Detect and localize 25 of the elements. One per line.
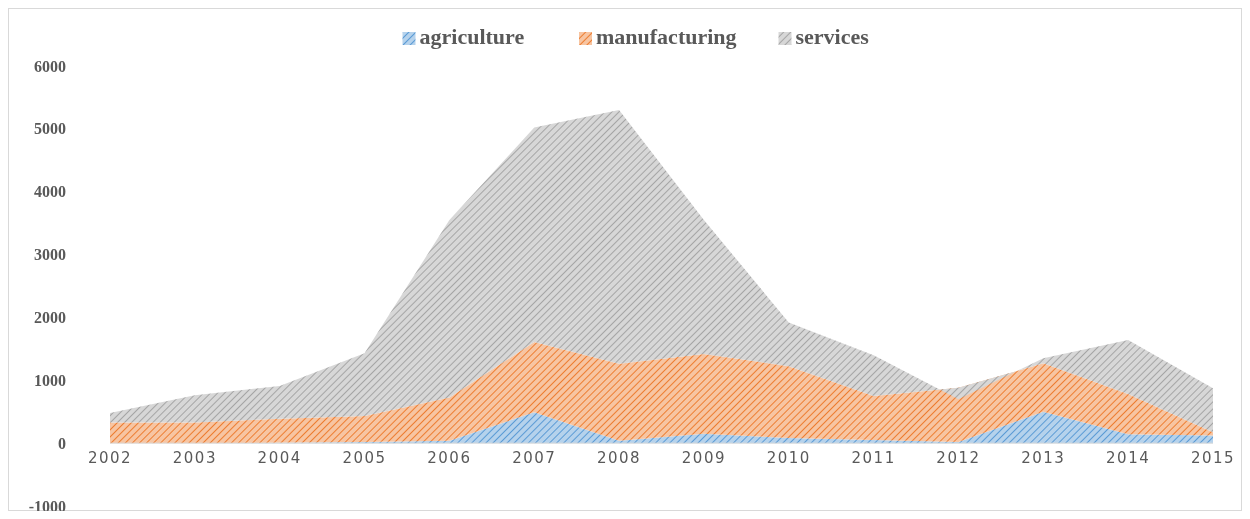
x-tick-label: 2013 bbox=[1021, 449, 1066, 468]
legend-label: services bbox=[795, 24, 870, 49]
y-tick-label: 1000 bbox=[34, 371, 66, 389]
x-tick-label: 2010 bbox=[766, 449, 811, 468]
y-tick-label: 4000 bbox=[34, 183, 66, 201]
x-tick-label: 2006 bbox=[427, 449, 472, 468]
y-tick-label: 5000 bbox=[34, 120, 66, 138]
x-tick-label: 2015 bbox=[1190, 449, 1236, 468]
y-tick-label: 6000 bbox=[34, 57, 66, 75]
x-tick-label: 2014 bbox=[1106, 449, 1151, 468]
y-tick-label: 2000 bbox=[34, 309, 66, 327]
y-tick-label: -1000 bbox=[28, 497, 66, 515]
x-tick-label: 2008 bbox=[596, 449, 642, 468]
y-tick-label: 3000 bbox=[34, 246, 66, 264]
x-tick-label: 2005 bbox=[342, 449, 387, 468]
x-tick-label: 2011 bbox=[851, 449, 896, 468]
x-tick-label: 2002 bbox=[87, 449, 133, 468]
x-tick-label: 2003 bbox=[172, 449, 217, 468]
x-tick-label: 2007 bbox=[512, 449, 557, 468]
y-tick-label: 0 bbox=[58, 434, 66, 452]
legend-label: agriculture bbox=[419, 24, 525, 49]
x-tick-label: 2009 bbox=[681, 449, 727, 468]
x-tick-label: 2012 bbox=[936, 449, 981, 468]
legend-label: manufacturing bbox=[596, 24, 737, 49]
x-tick-label: 2004 bbox=[257, 449, 302, 468]
